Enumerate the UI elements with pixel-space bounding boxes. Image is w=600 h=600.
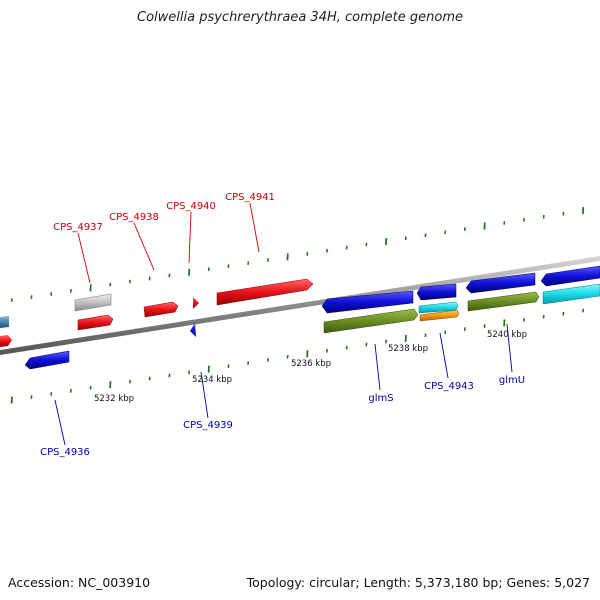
- kbp-label-5232: 5232 kbp: [94, 394, 134, 404]
- gene-cps4937-gray[interactable]: [74, 293, 112, 312]
- gene-cps4943[interactable]: [419, 309, 460, 322]
- gene-edge-cyan[interactable]: [542, 283, 600, 305]
- label-cps4936: CPS_4936: [40, 447, 90, 458]
- kbp-label-5240: 5240 kbp: [487, 330, 527, 340]
- gene-glms-blue[interactable]: [321, 290, 414, 314]
- kbp-label-5238: 5238 kbp: [388, 344, 428, 354]
- gene-cps4939[interactable]: [190, 323, 196, 337]
- gene-cps4943-blue[interactable]: [416, 283, 457, 301]
- label-glmu: glmU: [499, 375, 525, 386]
- accession-text: Accession: NC_003910: [8, 575, 151, 590]
- gene-glmu-blue[interactable]: [465, 272, 536, 294]
- gene-glms[interactable]: [323, 308, 419, 334]
- label-cps4940: CPS_4940: [166, 201, 216, 212]
- leader-lines-bottom: [54, 323, 513, 446]
- backbone-track: [0, 256, 600, 355]
- label-cps4939: CPS_4939: [183, 420, 233, 431]
- kbp-label-5236: 5236 kbp: [291, 359, 331, 369]
- kbp-label-5234: 5234 kbp: [192, 375, 232, 385]
- gene-edge-red[interactable]: [0, 335, 12, 347]
- gene-cps4936[interactable]: [24, 350, 70, 370]
- ticks-lower-row: [10, 308, 585, 404]
- map-title: Colwellia psychrerythraea 34H, complete …: [137, 10, 463, 25]
- gene-glmu[interactable]: [467, 291, 540, 312]
- forward-genes: [0, 278, 314, 347]
- reverse-genes: [24, 265, 600, 370]
- gene-cps4941[interactable]: [216, 278, 314, 306]
- ticks-upper-row: [10, 207, 585, 302]
- label-cps4941: CPS_4941: [225, 192, 275, 203]
- label-cps4937: CPS_4937: [53, 222, 103, 233]
- gene-cps4938[interactable]: [143, 301, 179, 318]
- gene-edge-blue[interactable]: [540, 265, 600, 287]
- label-cps4943: CPS_4943: [424, 381, 474, 392]
- gene-cps4940[interactable]: [193, 297, 199, 309]
- label-glms: glmS: [368, 393, 393, 404]
- gene-cps4943-cyan[interactable]: [418, 301, 459, 314]
- leader-lines-top: [77, 202, 260, 284]
- gene-cps4937[interactable]: [77, 314, 114, 331]
- genome-summary-text: Topology: circular; Length: 5,373,180 bp…: [246, 575, 590, 590]
- gene-edge-steel[interactable]: [0, 316, 9, 328]
- label-cps4938: CPS_4938: [109, 212, 159, 223]
